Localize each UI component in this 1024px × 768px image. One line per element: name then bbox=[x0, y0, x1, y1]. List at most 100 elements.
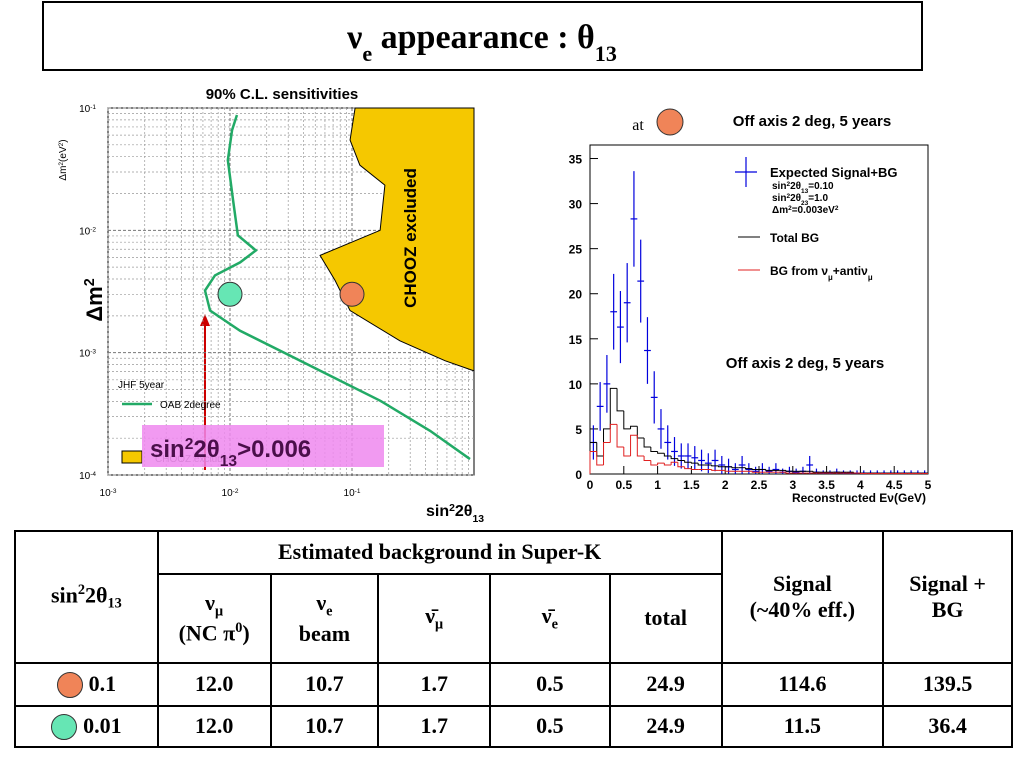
text-part: =1.0 bbox=[808, 193, 828, 204]
text-part: sin bbox=[50, 581, 78, 607]
histogram-step bbox=[643, 437, 651, 448]
sub-text: e bbox=[551, 616, 558, 633]
legend-note: Δm2=0.003eV2 bbox=[772, 205, 839, 217]
arrow-head bbox=[200, 314, 210, 326]
sub-text: e bbox=[362, 41, 372, 66]
sup-text: 2 bbox=[788, 205, 792, 212]
text-part: Δm bbox=[82, 286, 107, 321]
x-tick-label: 0.5 bbox=[615, 478, 632, 492]
annotation: Off axis 2 deg, 5 years bbox=[726, 355, 884, 372]
y-tick-label: 20 bbox=[569, 288, 583, 302]
text-part: ν̄ bbox=[541, 603, 552, 629]
sub-text: 13 bbox=[107, 595, 122, 612]
histogram-step bbox=[711, 469, 719, 471]
highlight-box bbox=[142, 425, 384, 467]
chart-title: 90% C.L. sensitivities bbox=[206, 86, 359, 103]
text-part: ν bbox=[346, 19, 362, 56]
histogram-step bbox=[596, 451, 604, 466]
sub-text: 13 bbox=[595, 41, 617, 66]
cell: 1.7 bbox=[377, 705, 492, 748]
x-tick-label: 4.5 bbox=[886, 478, 903, 492]
text-part: Δm bbox=[772, 205, 788, 216]
text-part: 2θ bbox=[193, 436, 219, 463]
subheader-cell: νμ (NC π0) bbox=[156, 573, 272, 664]
histogram-step bbox=[609, 387, 618, 429]
cell: 24.9 bbox=[608, 662, 723, 707]
histogram-step bbox=[744, 467, 753, 470]
annotation: sin22θ13>0.006 bbox=[150, 436, 311, 470]
legend-label: Total BG bbox=[770, 231, 819, 245]
x-tick-label: 10-2 bbox=[222, 488, 239, 500]
histogram-step bbox=[616, 424, 624, 448]
text-part: sin bbox=[426, 503, 449, 520]
legend-label: BG from νμ+antiνμ bbox=[770, 264, 873, 282]
text-part: 10 bbox=[222, 488, 234, 499]
histogram-step bbox=[690, 468, 699, 470]
y-unit-label: Δm2(eV2) bbox=[58, 139, 70, 180]
cell: 11.5 bbox=[720, 705, 885, 748]
legend-note: sin22θ13=0.10 bbox=[772, 181, 834, 195]
histogram-step bbox=[663, 453, 672, 457]
text-part: 10 bbox=[79, 104, 91, 115]
x-tick-label: 0 bbox=[587, 478, 594, 492]
text-part: 10 bbox=[79, 226, 91, 237]
text-part: +antiν bbox=[833, 264, 868, 278]
header-cell: sin22θ13 bbox=[14, 530, 159, 664]
sup-text: -4 bbox=[90, 471, 96, 478]
histogram-step bbox=[751, 468, 759, 470]
histogram-step bbox=[609, 423, 618, 443]
y-tick-label: 10-3 bbox=[79, 348, 96, 360]
sub-text: μ bbox=[868, 273, 873, 282]
sup-text: 2 bbox=[786, 193, 790, 200]
y-axis-label: Δm2 bbox=[82, 278, 107, 321]
sup-text: 2 bbox=[58, 142, 65, 146]
x-tick-label: 3 bbox=[789, 478, 796, 492]
sup-text: -2 bbox=[233, 488, 239, 495]
cell: 36.4 bbox=[882, 705, 1013, 748]
histogram-step bbox=[623, 410, 631, 430]
histogram-step bbox=[785, 470, 793, 472]
cell: 114.6 bbox=[720, 662, 885, 707]
histogram-step bbox=[724, 470, 732, 472]
text-part: ν bbox=[205, 589, 215, 615]
sub-text: μ bbox=[215, 603, 224, 620]
histogram-step bbox=[630, 434, 638, 456]
x-tick-label: 2.5 bbox=[751, 478, 768, 492]
y-tick-label: 25 bbox=[569, 243, 583, 257]
histogram-step bbox=[677, 458, 685, 461]
text-part: sin bbox=[150, 436, 185, 463]
point-marker bbox=[339, 281, 365, 307]
histogram-step bbox=[636, 435, 645, 457]
annotation: CHOOZ excluded bbox=[401, 168, 420, 308]
legend-note: sin22θ23=1.0 bbox=[772, 193, 828, 207]
text-part: Δm bbox=[58, 166, 69, 181]
histogram-step bbox=[684, 466, 692, 470]
sup-text: 0 bbox=[235, 620, 243, 637]
point-marker bbox=[217, 281, 243, 307]
histogram-step bbox=[603, 441, 611, 465]
y-tick-label: 5 bbox=[575, 423, 582, 437]
subheader-cell: ν̄μ bbox=[377, 573, 492, 664]
text-part: 10 bbox=[344, 488, 356, 499]
text-part: =0.003eV bbox=[792, 205, 835, 216]
histogram-step bbox=[684, 460, 692, 463]
cell: 24.9 bbox=[608, 705, 723, 748]
text-part: ) bbox=[242, 620, 250, 646]
sup-text: -1 bbox=[90, 104, 96, 111]
text-part: BG from ν bbox=[770, 264, 828, 278]
x-tick-label: 1.5 bbox=[683, 478, 700, 492]
y-tick-label: 30 bbox=[569, 198, 583, 212]
legend-label: OAB 2degree bbox=[160, 400, 221, 411]
histogram-step bbox=[650, 460, 658, 466]
background-table: sin22θ13 Estimated background in Super-K… bbox=[14, 530, 1013, 748]
y-tick-label: 10-2 bbox=[79, 226, 96, 238]
text-part: 10 bbox=[79, 471, 91, 482]
text-part: sin bbox=[772, 181, 786, 192]
cell: 1.7 bbox=[377, 662, 492, 707]
x-axis-label: Reconstructed Eν(GeV) bbox=[792, 491, 926, 505]
x-tick-label: 10-1 bbox=[344, 488, 361, 500]
sup-text: 2 bbox=[449, 503, 455, 514]
x-tick-label: 10-3 bbox=[100, 488, 117, 500]
orange-marker bbox=[56, 672, 83, 699]
y-tick-label: 10 bbox=[569, 378, 583, 392]
